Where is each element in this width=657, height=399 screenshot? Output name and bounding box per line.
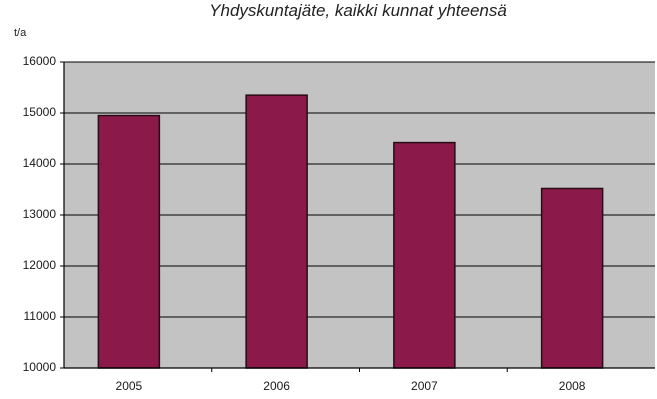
x-tick-label: 2007 — [411, 379, 438, 393]
y-tick-label: 11000 — [24, 309, 57, 323]
x-tick-label: 2005 — [116, 379, 143, 393]
y-tick-label: 10000 — [23, 360, 57, 374]
x-tick-labels: 2005 2006 2007 2008 — [116, 368, 586, 393]
y-tick-label: 15000 — [23, 105, 57, 119]
y-tick-label: 14000 — [23, 156, 57, 170]
bars — [97, 94, 604, 369]
y-axis-unit: t/a — [14, 27, 27, 39]
y-tick-label: 16000 — [23, 54, 57, 68]
y-tick-label: 13000 — [23, 207, 57, 221]
chart-title: Yhdyskuntajäte, kaikki kunnat yhteensä — [209, 1, 507, 20]
x-tick-label: 2008 — [559, 379, 586, 393]
bar-2007 — [393, 141, 456, 369]
bar-2008 — [540, 187, 604, 369]
bar-2005 — [97, 114, 161, 369]
x-tick-label: 2006 — [263, 379, 290, 393]
gridlines — [64, 61, 655, 318]
bar-2006 — [245, 94, 308, 369]
y-tick-label: 12000 — [23, 258, 57, 272]
y-tick-labels: 10000 11000 12000 13000 14000 15000 16000 — [23, 54, 64, 374]
